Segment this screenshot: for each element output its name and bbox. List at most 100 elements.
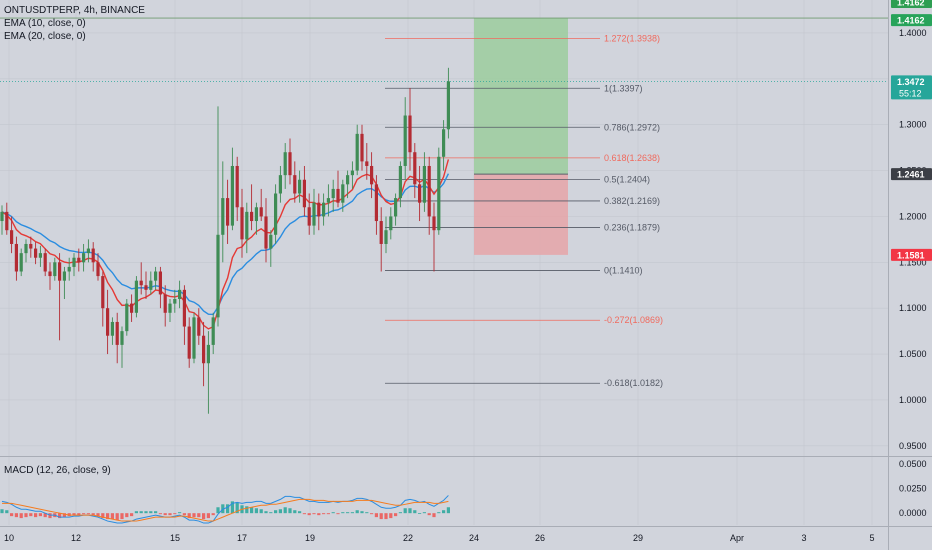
fib-level-label: 1(1.3397) — [604, 83, 643, 93]
candle-body — [192, 317, 196, 359]
candle-body — [77, 257, 81, 263]
macd-histogram-bar — [144, 511, 148, 514]
candle-body — [442, 129, 446, 157]
macd-histogram-bar — [360, 511, 364, 514]
candle-body — [394, 198, 398, 217]
candle-body — [130, 303, 134, 313]
candle-body — [206, 344, 210, 364]
candle-body — [163, 294, 167, 313]
candle-body — [43, 253, 47, 272]
candle-body — [187, 326, 191, 359]
candle-body — [331, 188, 335, 199]
macd-histogram-bar — [350, 512, 354, 514]
macd-histogram-bar — [250, 507, 254, 514]
ema20-legend[interactable]: EMA (20, close, 0) — [4, 31, 86, 42]
candle-body — [226, 198, 230, 226]
candle-body — [446, 81, 450, 130]
candle-body — [178, 289, 182, 300]
macd-histogram-bar — [331, 512, 335, 514]
macd-histogram-bar — [77, 513, 81, 516]
macd-histogram-bar — [43, 513, 47, 518]
fib-level-label: 0(1.1410) — [604, 266, 643, 276]
macd-histogram-bar — [317, 513, 321, 516]
price-badge — [891, 14, 932, 27]
candle-body — [413, 152, 417, 185]
candle-body — [379, 221, 383, 244]
candle-body — [38, 253, 42, 258]
candle-body — [384, 230, 388, 244]
macd-histogram-bar — [182, 513, 186, 516]
candle-body — [235, 165, 239, 208]
macd-histogram-bar — [168, 513, 172, 516]
macd-histogram-bar — [86, 513, 90, 515]
fib-level-label: 0.382(1.2169) — [604, 196, 660, 206]
macd-histogram-bar — [269, 512, 273, 514]
candle-body — [82, 253, 86, 263]
macd-signal-line — [2, 498, 449, 522]
candle-body — [149, 280, 153, 290]
candle-body — [67, 266, 71, 272]
ema10-legend[interactable]: EMA (10, close, 0) — [4, 18, 86, 29]
macd-histogram-bar — [5, 510, 9, 514]
macd-line — [1, 495, 449, 524]
candle-body — [197, 317, 201, 336]
time-tick-label: 26 — [535, 533, 545, 543]
candle-body — [110, 321, 114, 336]
time-tick-label: 24 — [469, 533, 479, 543]
macd-histogram-bar — [206, 513, 210, 519]
macd-histogram-bar — [230, 501, 234, 514]
candle-body — [216, 234, 220, 318]
candle-body — [264, 216, 268, 249]
candle-body — [115, 321, 119, 345]
candle-body — [48, 271, 52, 277]
candle-body — [398, 165, 402, 199]
candle-body — [173, 299, 177, 304]
macd-histogram-bar — [312, 513, 316, 515]
macd-histogram-bar — [163, 513, 167, 516]
macd-histogram-bar — [149, 511, 153, 514]
candle-body — [346, 175, 350, 185]
candle-body — [221, 198, 225, 235]
macd-histogram-bar — [130, 513, 134, 517]
macd-histogram-bar — [115, 513, 119, 521]
macd-histogram-bar — [29, 513, 33, 517]
macd-histogram-bar — [288, 508, 292, 514]
macd-histogram-bar — [336, 513, 340, 515]
candle-body — [34, 248, 38, 258]
fib-level-label: 0.5(1.2404) — [604, 174, 650, 184]
countdown-text: 55:12 — [899, 88, 922, 98]
macd-histogram-bar — [427, 513, 431, 516]
candle-body — [322, 202, 326, 217]
price-tick-label: 1.0000 — [899, 395, 927, 405]
symbol-title[interactable]: ONTUSDTPERP, 4h, BINANCE — [4, 5, 145, 16]
macd-tick-label: 0.0000 — [899, 508, 927, 518]
macd-histogram-bar — [379, 513, 383, 520]
macd-histogram-bar — [374, 513, 378, 518]
time-tick-label: 10 — [4, 533, 14, 543]
macd-tick-label: 0.0250 — [899, 484, 927, 494]
macd-histogram-bar — [365, 512, 369, 514]
macd-histogram-bar — [413, 510, 417, 514]
macd-tick-label: 0.0500 — [899, 459, 927, 469]
price-badge-text: 1.4162 — [897, 16, 925, 26]
macd-histogram-bar — [341, 512, 345, 514]
candle-body — [370, 165, 374, 185]
price-badge-text: 1.1581 — [897, 250, 925, 260]
macd-legend[interactable]: MACD (12, 26, close, 9) — [4, 464, 111, 477]
fib-level-label: -0.272(1.0869) — [604, 315, 663, 325]
candle-body — [427, 165, 431, 217]
candle-body — [418, 184, 422, 203]
time-tick-label: 5 — [869, 533, 874, 543]
macd-histogram-bar — [389, 513, 393, 519]
price-tick-label: 1.2000 — [899, 211, 927, 221]
ema10-line — [1, 159, 450, 330]
candle-body — [72, 257, 76, 267]
macd-histogram-bar — [96, 513, 100, 517]
candle-body — [288, 152, 292, 176]
macd-histogram-bar — [245, 506, 249, 514]
candle-body — [144, 285, 148, 290]
macd-histogram-bar — [125, 513, 129, 518]
candle-body — [158, 271, 162, 295]
